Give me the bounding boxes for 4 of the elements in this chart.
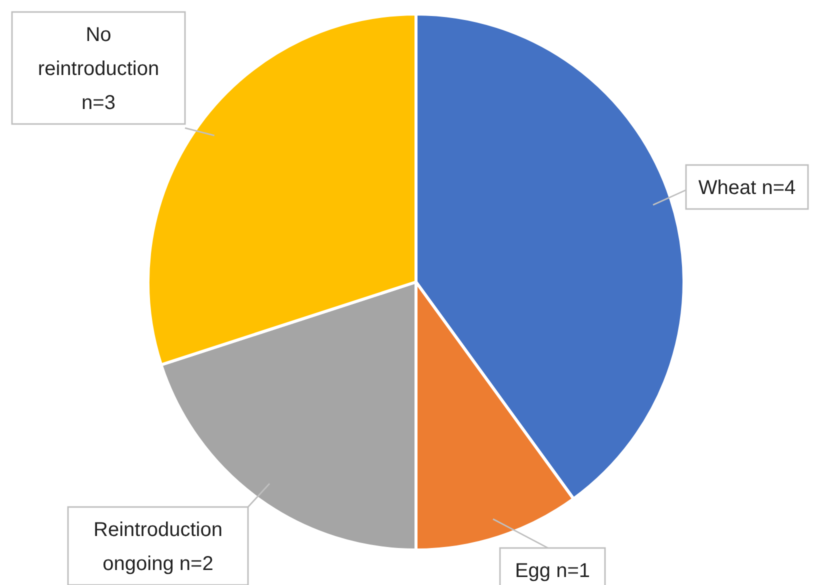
slice-label: Wheat n=4 (698, 177, 796, 199)
data-label: n=3 (82, 92, 116, 114)
slice-label: Egg n=1 (514, 560, 590, 582)
slice-label: Reintroduction ongoing n=2 (94, 519, 222, 575)
